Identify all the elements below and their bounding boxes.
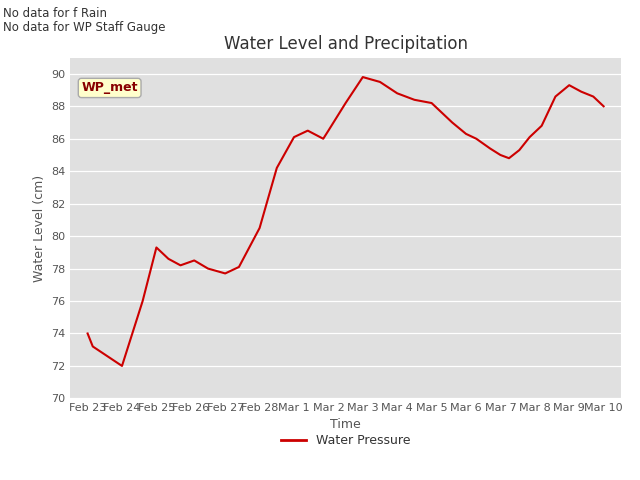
- X-axis label: Time: Time: [330, 418, 361, 431]
- Y-axis label: Water Level (cm): Water Level (cm): [33, 174, 45, 282]
- Title: Water Level and Precipitation: Water Level and Precipitation: [223, 35, 468, 53]
- Text: No data for WP Staff Gauge: No data for WP Staff Gauge: [3, 21, 166, 34]
- Legend: Water Pressure: Water Pressure: [276, 429, 415, 452]
- Text: WP_met: WP_met: [81, 82, 138, 95]
- Text: No data for f Rain: No data for f Rain: [3, 7, 108, 20]
